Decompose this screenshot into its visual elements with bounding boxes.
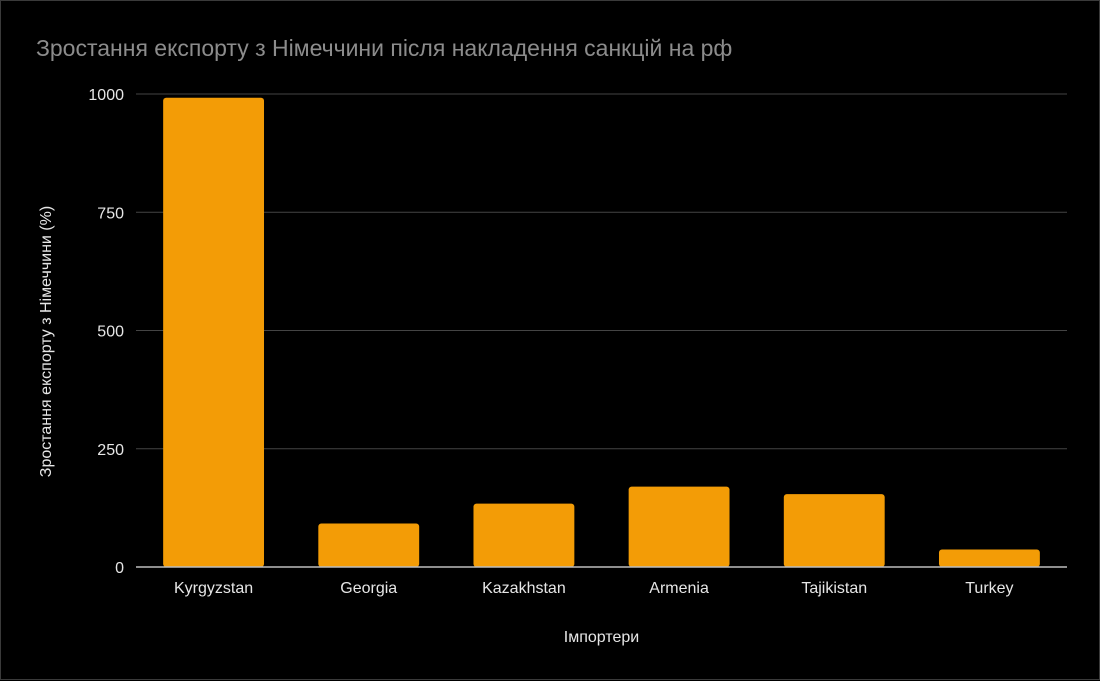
bar-armenia xyxy=(628,486,730,567)
y-tick-label: 1000 xyxy=(88,87,124,104)
gridlines xyxy=(136,93,1067,450)
bar-tajikistan xyxy=(783,494,885,567)
x-tick-label-tajikistan: Tajikistan xyxy=(801,580,867,597)
x-tick-label-armenia: Armenia xyxy=(649,580,709,597)
bar-turkey xyxy=(938,549,1040,567)
bars xyxy=(163,97,1040,567)
x-axis-title: Імпортери xyxy=(564,629,639,646)
bar-georgia xyxy=(318,523,420,567)
y-tick-label: 0 xyxy=(115,560,124,577)
y-tick-label: 250 xyxy=(97,442,124,459)
x-tick-label-kazakhstan: Kazakhstan xyxy=(482,580,566,597)
bar-kazakhstan xyxy=(473,503,575,567)
chart-title: Зростання експорту з Німеччини після нак… xyxy=(36,35,733,61)
y-tick-label: 500 xyxy=(97,324,124,341)
bar-kyrgyzstan xyxy=(163,97,265,567)
x-tick-label-kyrgyzstan: Kyrgyzstan xyxy=(174,580,253,597)
x-axis-ticks: Kyrgyzstan Georgia Kazakhstan Armenia Tajiki… xyxy=(174,580,1014,597)
y-tick-label: 750 xyxy=(97,205,124,222)
y-axis-title: Зростання експорту з Німеччини (%) xyxy=(38,206,55,477)
x-tick-label-turkey: Turkey xyxy=(965,580,1013,597)
x-tick-label-georgia: Georgia xyxy=(340,580,397,597)
y-axis-ticks: 0 250 500 750 1000 xyxy=(88,87,124,577)
